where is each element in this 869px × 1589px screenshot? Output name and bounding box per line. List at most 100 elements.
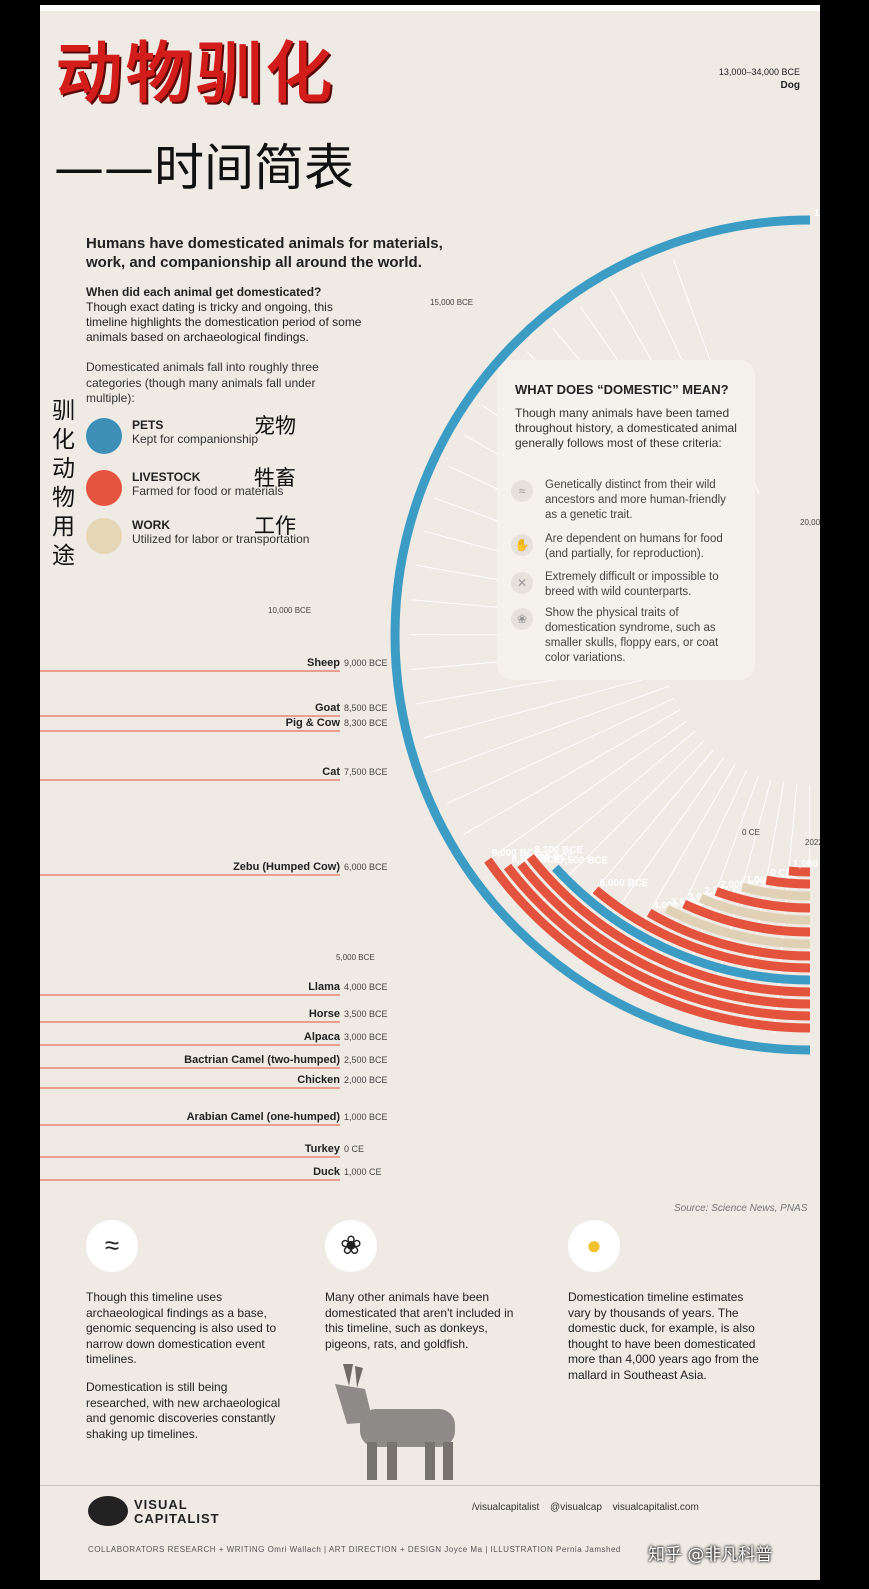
category-cn: 工作 xyxy=(254,514,296,538)
category-cn: 牲畜 xyxy=(254,466,296,490)
duck-icon: ● xyxy=(568,1220,620,1272)
paw-icon: ❀ xyxy=(325,1220,377,1272)
animal-date-label: 6,000 BCE xyxy=(344,862,388,872)
col1-p1: Though this timeline uses archaeological… xyxy=(86,1290,277,1367)
x-icon: ✕ xyxy=(511,572,533,594)
arc-date-label: 9,000 BCE xyxy=(492,848,541,859)
animal-date-label: 7,500 BCE xyxy=(344,767,388,777)
logo-mark-icon xyxy=(88,1496,128,1526)
col1-p2: Domestication is still being researched,… xyxy=(86,1379,281,1441)
criterion-text: Are dependent on humans for food (and pa… xyxy=(545,533,723,560)
dog-date-label: 13,000–34,000 BCE xyxy=(719,67,800,77)
side-label-cn: 驯化动物用途 xyxy=(52,398,75,569)
infographic-page: 动物驯化 ——时间简表 Humans have domesticated ani… xyxy=(40,5,820,1580)
animal-date-label: 8,300 BCE xyxy=(344,718,388,728)
arc-date-label: 7,500 BCE xyxy=(559,856,608,867)
social-facebook-youtube[interactable]: /visualcapitalist xyxy=(472,1502,540,1513)
animal-date-label: 4,000 BCE xyxy=(344,982,388,992)
radial-timeline-chart: 13,000–34,000 BCE 9,000 BCE 8,500 BCE 8,300… xyxy=(40,67,820,1181)
arc-date-label: 4,000 BCE xyxy=(653,901,702,912)
category-name: PETS xyxy=(132,418,164,432)
animal-label: Goat xyxy=(315,702,340,714)
domestic-definition-callout: WHAT DOES “DOMESTIC” MEAN? Though many a… xyxy=(497,360,755,680)
category-pets: PETS Kept for companionship 宠物 xyxy=(86,414,346,458)
callout-lead: Though many animals have been tamed thro… xyxy=(515,406,737,450)
bottom-column-1: ≈ Though this timeline uses archaeologic… xyxy=(86,1220,286,1454)
scale-tick-label: 5,000 BCE xyxy=(336,953,375,962)
hand-icon: ✋ xyxy=(511,534,533,556)
category-desc: Utilized for labor or transportation xyxy=(132,532,310,546)
intro-question-block: When did each animal get domesticated? T… xyxy=(86,285,376,345)
category-name: LIVESTOCK xyxy=(132,470,201,484)
scale-tick-label: 20,000 BCE xyxy=(800,518,820,527)
visual-capitalist-logo: VISUAL CAPITALIST xyxy=(88,1492,238,1532)
callout-title: WHAT DOES “DOMESTIC” MEAN? xyxy=(515,382,729,397)
timeline-arc xyxy=(682,899,811,937)
timeline-gridline xyxy=(433,685,670,772)
animal-date-label: 1,000 BCE xyxy=(344,1112,388,1122)
timeline-arc xyxy=(646,908,811,961)
animal-label: Cat xyxy=(322,766,340,778)
dna-icon: ≈ xyxy=(511,480,533,502)
animal-label: Arabian Camel (one-humped) xyxy=(187,1111,341,1123)
category-livestock: LIVESTOCK Farmed for food or materials 牲… xyxy=(86,466,346,510)
animal-label: Bactrian Camel (two-humped) xyxy=(184,1054,340,1066)
animal-label: Pig & Cow xyxy=(286,717,341,729)
meat-icon xyxy=(86,470,122,506)
animal-date-label: 9,000 BCE xyxy=(344,658,388,668)
timeline-arc xyxy=(592,886,811,973)
timeline-gridline xyxy=(502,730,696,893)
social-instagram[interactable]: @visualcap xyxy=(550,1502,602,1513)
animal-label: Duck xyxy=(313,1166,341,1178)
category-desc: Kept for companionship xyxy=(132,432,259,446)
bottom-column-2: ❀ Many other animals have been domestica… xyxy=(325,1220,525,1489)
category-name: WORK xyxy=(132,518,170,532)
timeline-arc xyxy=(526,854,811,997)
page-subtitle: ——时间简表 xyxy=(54,139,354,197)
animal-label: Turkey xyxy=(305,1143,341,1155)
col2-p1: Many other animals have been domesticate… xyxy=(325,1290,514,1351)
timeline-arc xyxy=(551,864,811,985)
scale-tick-label: 0 CE xyxy=(742,828,760,837)
criterion-text: Extremely difficult or impossible to bre… xyxy=(545,571,719,598)
criterion-text: Show the physical traits of domesticatio… xyxy=(545,607,719,664)
source-note: Source: Science News, PNAS xyxy=(674,1203,808,1214)
categories-intro: Domesticated animals fall into roughly t… xyxy=(86,360,319,406)
top-strip xyxy=(40,5,820,11)
donkey-illustration xyxy=(335,1364,455,1481)
paw-icon: ❀ xyxy=(511,608,533,630)
timeline-arc xyxy=(390,215,811,1055)
arc-date-label: 3,500 BCE xyxy=(671,897,720,908)
bottom-column-3: ● Domestication timeline estimates vary … xyxy=(568,1220,768,1396)
category-desc: Farmed for food or materials xyxy=(132,484,284,498)
animal-date-label: 8,500 BCE xyxy=(344,703,388,713)
timeline-gridline xyxy=(526,740,705,918)
criterion-text: Genetically distinct from their wild anc… xyxy=(545,479,726,521)
animal-date-label: 2,500 BCE xyxy=(344,1055,388,1065)
intro-headline: Humans have domesticated animals for mat… xyxy=(86,235,443,271)
timeline-arc xyxy=(517,861,811,1009)
timeline-gridline xyxy=(481,720,688,865)
timeline-gridline xyxy=(447,697,675,805)
timeline-arc xyxy=(765,875,811,889)
dog-label: Dog xyxy=(781,80,800,91)
timeline-gridline xyxy=(463,709,681,835)
arc-date-label: 6,000 BCE xyxy=(600,878,649,889)
arc-date-label: 8,300 BCE xyxy=(525,852,574,863)
arc-date-label: 3,000 BCE xyxy=(688,892,737,903)
timeline-arc xyxy=(664,904,811,949)
scale-tick-label: 10,000 BCE xyxy=(268,606,311,615)
arc-date-label: 1,000 xyxy=(793,859,818,870)
intro-answer: Though exact dating is tricky and ongoin… xyxy=(86,300,362,344)
logo-text: VISUAL CAPITALIST xyxy=(134,1498,220,1525)
category-work: WORK Utilized for labor or transportatio… xyxy=(86,514,346,558)
animal-label: Horse xyxy=(309,1008,340,1020)
category-cn: 宠物 xyxy=(254,414,296,438)
tractor-icon xyxy=(86,518,122,554)
animal-date-label: 3,500 BCE xyxy=(344,1009,388,1019)
social-website[interactable]: visualcapitalist.com xyxy=(612,1502,699,1513)
scale-tick-label: 15,000 BCE xyxy=(430,298,473,307)
timeline-arc xyxy=(740,882,811,901)
timeline-arc xyxy=(714,887,811,913)
arc-date-label: 13,000–34,000 BCE xyxy=(814,208,820,219)
